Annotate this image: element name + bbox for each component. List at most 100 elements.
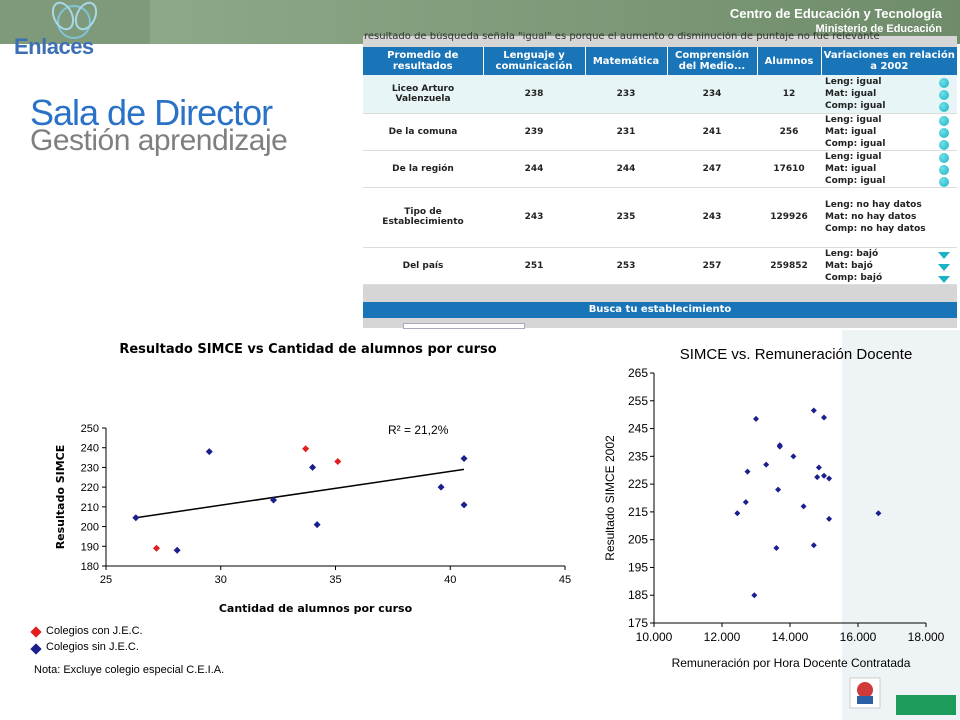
y-tick-label: 220 — [81, 482, 99, 494]
cell-comprension: 234 — [667, 75, 757, 114]
variation-text: Comp: igual — [825, 100, 886, 111]
data-point — [460, 455, 468, 463]
gobierno-logo-icon — [849, 677, 881, 709]
y-tick-label: 240 — [81, 443, 99, 455]
cell-alumnos: 17610 — [757, 150, 821, 188]
row-name: De la comuna — [363, 113, 483, 151]
results-note: resultado de búsqueda señala "igual" es … — [364, 32, 880, 42]
y-tick-label: 200 — [81, 522, 99, 534]
row-name: Liceo Arturo Valenzuela — [363, 75, 483, 114]
x-axis-label: Cantidad de alumnos por curso — [219, 602, 413, 615]
data-point — [313, 521, 321, 529]
data-point — [437, 483, 445, 491]
y-tick-label: 265 — [628, 366, 648, 380]
legend-label-sin-jec: Colegios sin J.E.C. — [46, 641, 139, 653]
status-dot-icon — [939, 90, 949, 100]
x-tick-label: 10.000 — [636, 630, 673, 644]
status-dot-icon — [939, 115, 949, 126]
cell-comprension: 257 — [667, 247, 757, 285]
data-point — [205, 448, 213, 456]
cell-lenguaje: 251 — [483, 247, 585, 285]
status-dot-icon — [939, 152, 949, 163]
logo-text: Enlaces — [14, 34, 94, 59]
col-header-promedio: Promedio de resultados — [363, 47, 484, 75]
data-point — [334, 458, 342, 466]
variation-text: Mat: bajó — [825, 260, 873, 271]
x-tick-label: 45 — [559, 574, 571, 586]
x-tick-label: 14.000 — [772, 630, 809, 644]
cell-alumnos: 129926 — [757, 187, 821, 248]
chart-title: SIMCE vs. Remuneración Docente — [680, 346, 913, 363]
data-point — [309, 463, 317, 471]
data-point — [302, 445, 310, 453]
cell-variaciones: Leng: bajó Mat: bajó Comp: bajó — [821, 247, 957, 285]
cell-lenguaje: 238 — [483, 75, 585, 114]
results-table: Promedio de resultados Lenguaje y comuni… — [363, 47, 957, 285]
variation-text: Leng: bajó — [825, 248, 879, 259]
variation-text: Comp: igual — [825, 175, 886, 186]
enlaces-logo-icon — [51, 1, 98, 39]
col-header-comprension: Comprensión del Medio... — [667, 47, 758, 75]
status-dot-icon — [939, 139, 949, 150]
row-name: Del país — [363, 247, 483, 285]
y-axis-label: Resultado SIMCE 2002 — [603, 435, 617, 561]
center-title: Centro de Educación y Tecnología — [729, 6, 942, 21]
cell-matematica: 235 — [585, 187, 667, 248]
variation-text: Comp: bajó — [825, 272, 883, 283]
cell-variaciones: Leng: igual Mat: igual Comp: igual — [821, 113, 957, 151]
data-point — [773, 545, 780, 551]
cell-matematica: 253 — [585, 247, 667, 285]
data-point — [744, 468, 751, 475]
cell-matematica: 233 — [585, 75, 667, 114]
x-tick-label: 35 — [329, 574, 341, 586]
status-dot-icon — [939, 78, 949, 88]
table-row: De la comuna 239 231 241 256 Leng: igual Mat: … — [363, 113, 957, 151]
variation-text: Mat: igual — [825, 88, 877, 99]
x-tick-label: 25 — [100, 574, 112, 586]
variation-text: Comp: igual — [825, 138, 886, 149]
simce-vs-alumnos-chart: Resultado SIMCE vs Cantidad de alumnos p… — [54, 342, 571, 615]
variation-text: Leng: igual — [825, 76, 882, 87]
search-input[interactable] — [403, 323, 525, 329]
x-axis-label: Remuneración por Hora Docente Contratada — [672, 656, 911, 670]
simce-vs-remuneracion-chart: SIMCE vs. Remuneración Docente 175 185 195 2… — [603, 346, 945, 670]
search-establishment-bar[interactable]: Busca tu establecimiento — [363, 302, 957, 318]
cell-variaciones: Leng: igual Mat: igual Comp: igual — [821, 150, 957, 188]
data-point — [826, 515, 833, 522]
cell-alumnos: 12 — [757, 75, 821, 114]
cell-alumnos: 256 — [757, 113, 821, 151]
table-row: Del país 251 253 257 259852 Leng: bajó Mat: ba… — [363, 247, 957, 285]
arrow-down-icon — [938, 275, 950, 283]
status-dot-icon — [939, 176, 949, 187]
cell-variaciones: Leng: no hay datos Mat: no hay datos Comp:… — [821, 187, 957, 248]
y-tick-label: 180 — [81, 561, 99, 573]
x-tick-label: 12.000 — [704, 630, 741, 644]
data-point — [132, 514, 140, 522]
cell-comprension: 241 — [667, 113, 757, 151]
page-title: Sala de Director — [30, 92, 273, 133]
y-tick-label: 255 — [628, 394, 648, 408]
cell-variaciones: Leng: igual Mat: igual Comp: igual — [821, 75, 957, 114]
footer-button[interactable] — [896, 695, 956, 715]
cell-lenguaje: 243 — [483, 187, 585, 248]
data-point — [810, 542, 817, 549]
data-point — [734, 510, 741, 517]
status-dot-icon — [939, 164, 949, 175]
variation-text: Comp: no hay datos — [825, 224, 926, 234]
cell-matematica: 244 — [585, 150, 667, 188]
col-header-lenguaje: Lenguaje y comunicación — [483, 47, 586, 75]
variation-text: Mat: igual — [825, 126, 877, 137]
y-tick-label: 175 — [628, 616, 648, 630]
data-point — [763, 461, 770, 468]
cell-matematica: 231 — [585, 113, 667, 151]
x-tick-label: 16.000 — [840, 630, 877, 644]
variation-text: Mat: no hay datos — [825, 212, 917, 222]
y-tick-label: 205 — [628, 533, 648, 547]
ministry-title: Ministerio de Educación — [815, 23, 942, 35]
data-point — [460, 501, 468, 509]
y-tick-label: 225 — [628, 477, 648, 491]
data-point — [800, 503, 807, 510]
data-point — [826, 475, 833, 482]
table-row: De la región 244 244 247 17610 Leng: igual Mat… — [363, 150, 957, 188]
table-row: Liceo Arturo Valenzuela 238 233 234 12 Leng: … — [363, 75, 957, 114]
